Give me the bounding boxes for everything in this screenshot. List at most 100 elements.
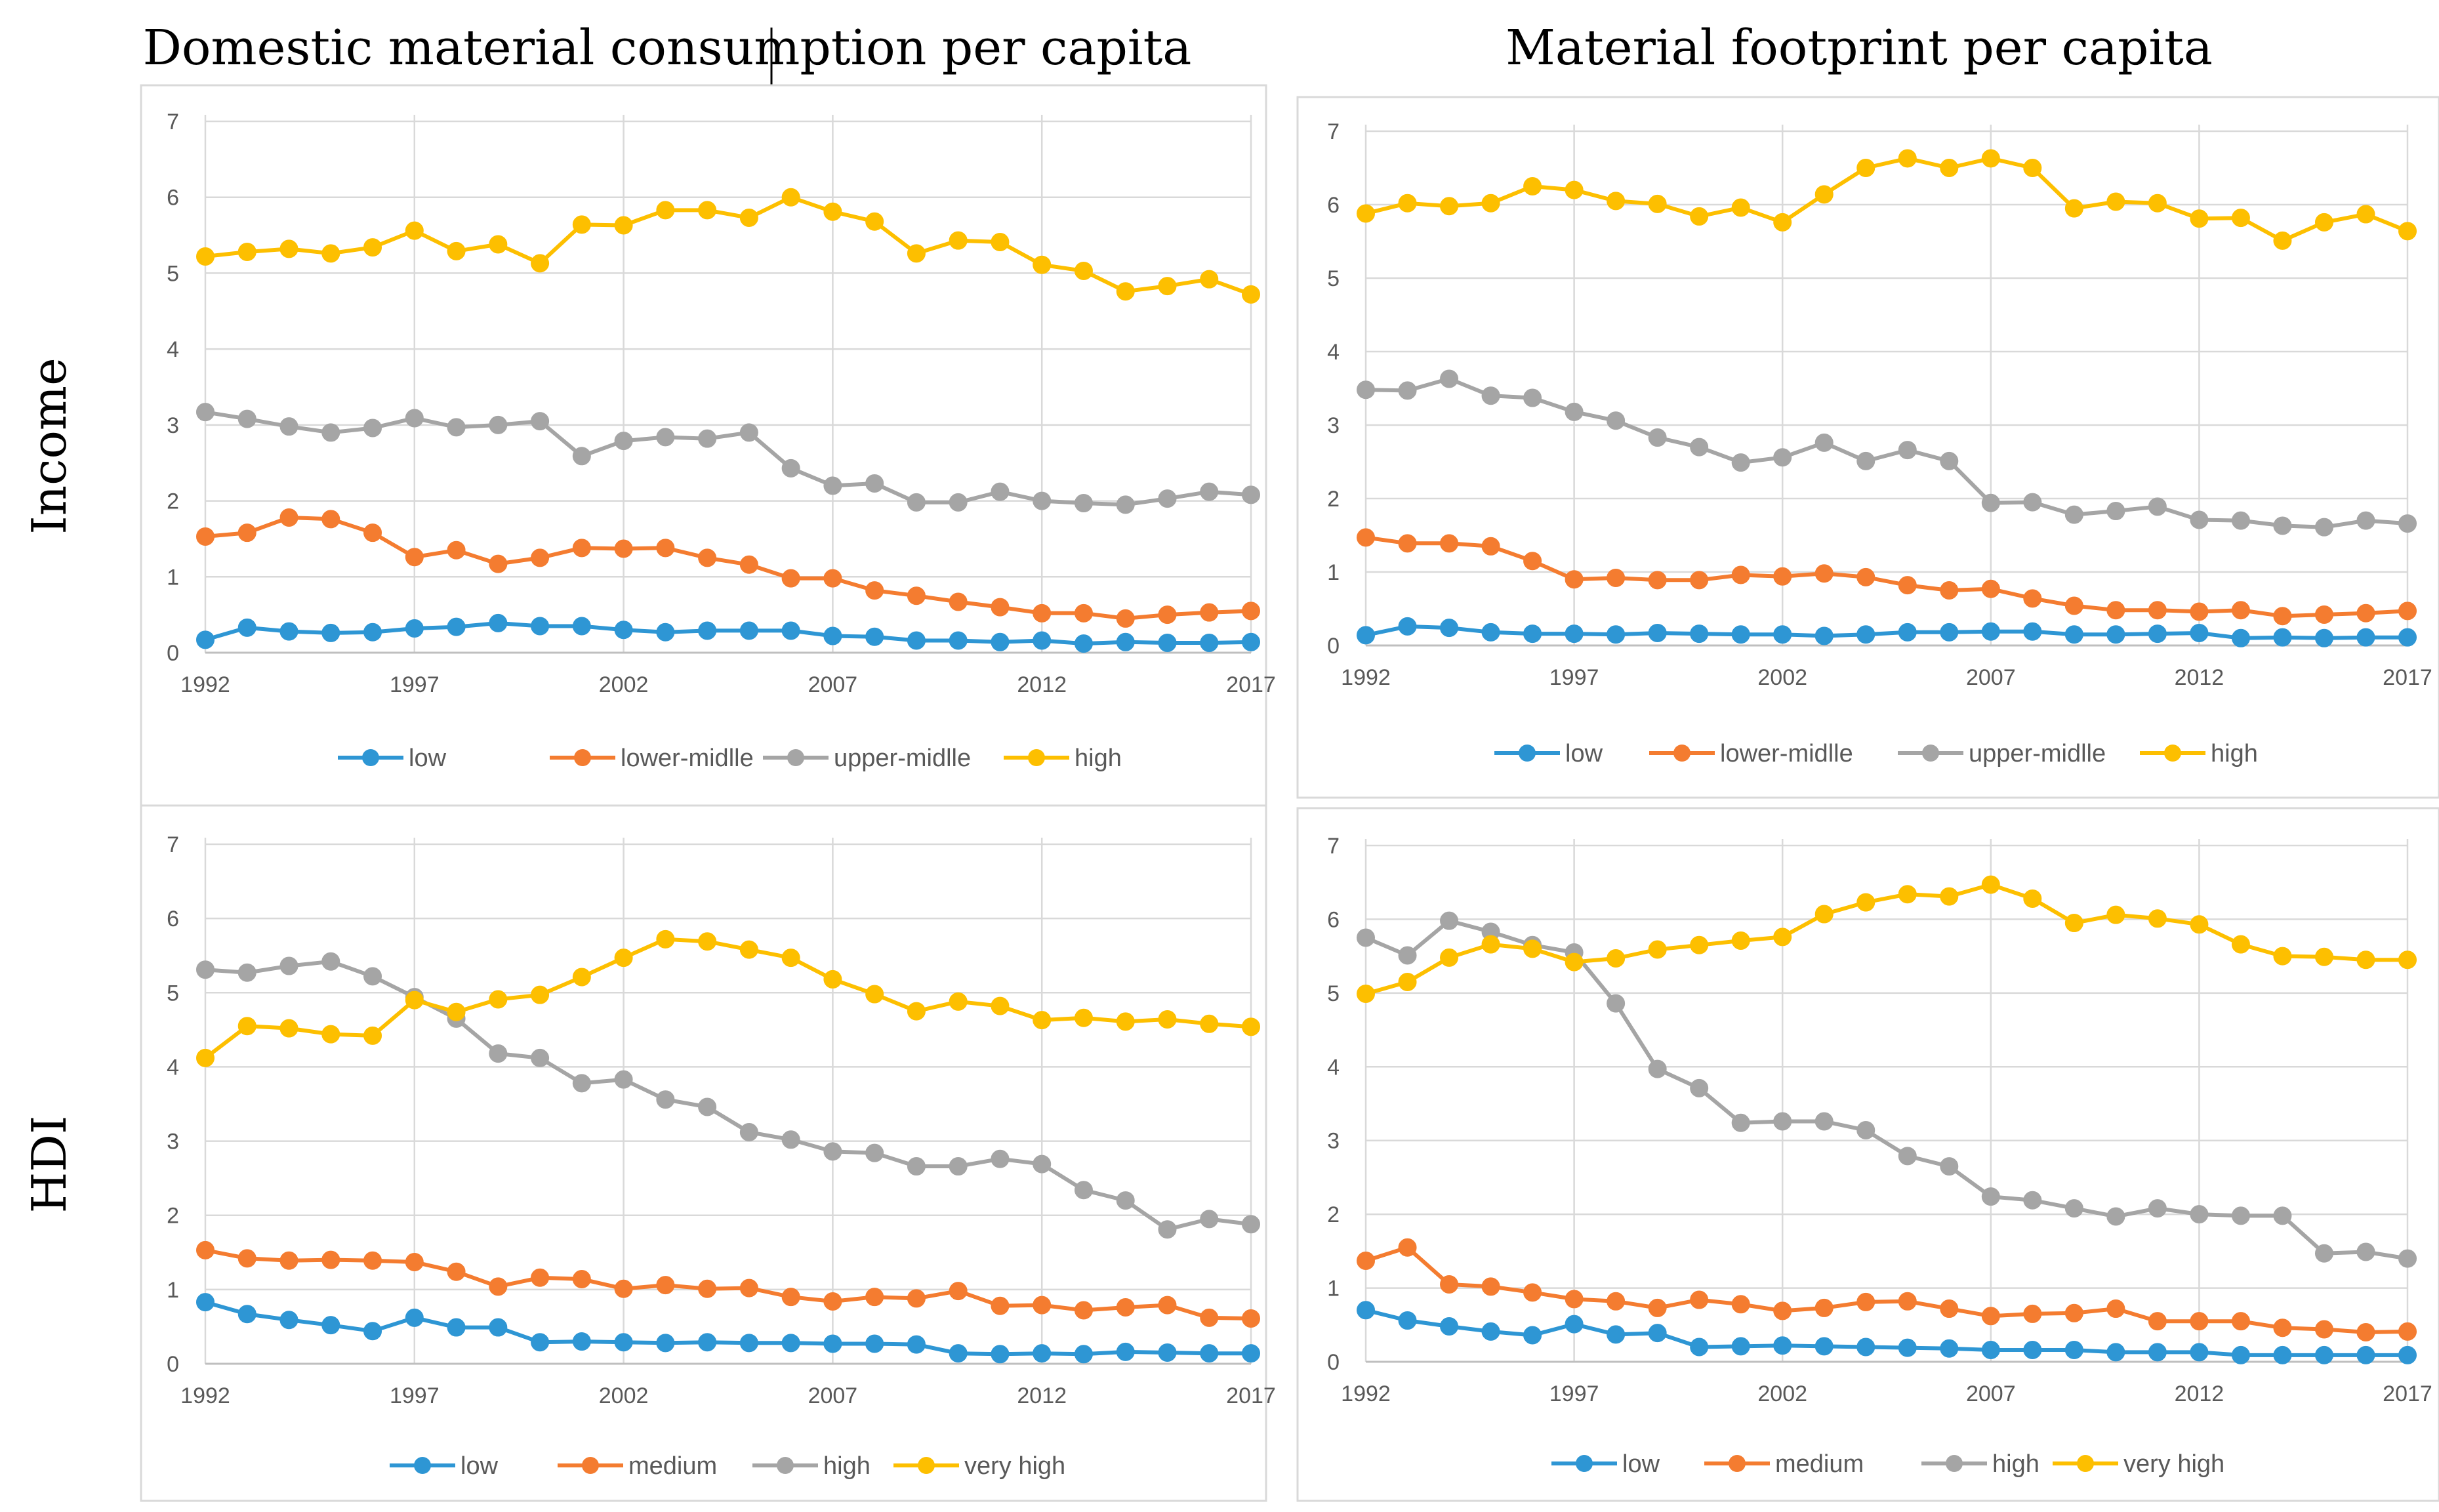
data-point-high xyxy=(781,1130,800,1149)
data-point-high xyxy=(1856,1120,1875,1139)
series-line-medium xyxy=(1365,1245,2408,1334)
data-point-upper-midlle xyxy=(2190,510,2209,529)
data-point-high xyxy=(698,1097,717,1116)
legend-marker xyxy=(777,1457,794,1474)
x-tick-label: 2017 xyxy=(1226,672,1276,697)
x-tick-label: 2002 xyxy=(1757,1381,1807,1406)
data-point-low xyxy=(823,626,842,645)
y-tick-label: 1 xyxy=(167,565,179,590)
data-point-high xyxy=(698,201,717,220)
data-point-medium xyxy=(2356,1323,2375,1342)
data-point-lower-midlle xyxy=(907,586,926,605)
series-line-low xyxy=(1365,624,2408,640)
data-point-high xyxy=(1440,197,1459,216)
data-point-upper-midlle xyxy=(489,415,508,434)
data-point-high xyxy=(2064,199,2083,218)
data-point-upper-midlle xyxy=(2398,514,2417,533)
data-point-low xyxy=(279,622,298,641)
legend-label: low xyxy=(1622,1450,1660,1478)
data-point-low xyxy=(2106,625,2125,644)
data-point-high xyxy=(2064,1199,2083,1218)
data-point-low xyxy=(321,1316,340,1335)
data-point-low xyxy=(1033,631,1052,650)
data-point-lower-midlle xyxy=(1398,534,1417,553)
data-point-low xyxy=(1648,1324,1667,1343)
data-point-high xyxy=(1357,204,1375,223)
chart-income-mf: 0 1 2 3 4 5 6 7 1992 1997 2002 2007 2012 2017 low lower… xyxy=(1327,119,2432,767)
x-tick-label: 2012 xyxy=(2175,1381,2224,1406)
data-point-low xyxy=(2356,628,2375,647)
data-point-upper-midlle xyxy=(1357,380,1375,399)
data-point-low xyxy=(1565,1315,1584,1334)
data-point-low xyxy=(2190,623,2209,642)
data-point-very-high xyxy=(1814,905,1834,924)
data-point-upper-midlle xyxy=(1856,451,1875,470)
data-point-upper-midlle xyxy=(1523,388,1542,407)
data-point-lower-midlle xyxy=(823,569,842,588)
data-point-high xyxy=(1940,1157,1959,1176)
data-point-low xyxy=(991,632,1010,651)
legend-marker xyxy=(1729,1455,1746,1472)
data-point-upper-midlle xyxy=(531,412,550,431)
data-point-medium xyxy=(572,1270,591,1289)
data-point-low xyxy=(949,1344,968,1363)
data-point-high xyxy=(1648,194,1667,213)
data-point-low xyxy=(363,1322,382,1341)
data-point-upper-midlle xyxy=(1773,448,1792,467)
data-point-high xyxy=(2148,194,2167,213)
data-point-very-high xyxy=(823,970,842,989)
data-point-medium xyxy=(1158,1296,1177,1315)
data-point-high xyxy=(739,208,758,227)
data-point-very-high xyxy=(1440,948,1459,967)
data-point-high xyxy=(2273,1206,2292,1225)
data-point-low xyxy=(447,1318,466,1337)
data-point-very-high xyxy=(196,1048,215,1067)
data-point-upper-midlle xyxy=(405,409,424,428)
data-point-low xyxy=(1940,1339,1959,1358)
data-point-low xyxy=(2064,1341,2083,1360)
data-point-very-high xyxy=(1940,887,1959,906)
data-point-high xyxy=(2231,1206,2250,1225)
data-point-lower-midlle xyxy=(1357,528,1375,547)
data-point-very-high xyxy=(2356,950,2375,970)
legend-label: upper-midlle xyxy=(1969,740,2106,767)
data-point-low xyxy=(279,1311,298,1330)
data-point-high xyxy=(1565,180,1584,199)
data-point-medium xyxy=(489,1277,508,1296)
legend-marker xyxy=(362,749,379,766)
data-point-low xyxy=(1200,1344,1219,1363)
data-point-medium xyxy=(656,1276,675,1295)
data-point-low xyxy=(1398,1311,1417,1330)
data-point-lower-midlle xyxy=(447,541,466,560)
data-point-upper-midlle xyxy=(2273,516,2292,535)
data-point-medium xyxy=(1565,1290,1584,1309)
data-point-upper-midlle xyxy=(781,459,800,478)
data-point-high xyxy=(1731,1113,1750,1132)
data-point-very-high xyxy=(1033,1011,1052,1030)
panel-frame-hdi-dmc xyxy=(140,804,1267,1502)
data-point-high xyxy=(1158,1220,1177,1239)
data-point-lower-midlle xyxy=(1158,605,1177,624)
data-point-upper-midlle xyxy=(2023,493,2042,512)
data-point-low xyxy=(1648,623,1667,642)
data-point-high xyxy=(1200,270,1219,289)
data-point-low xyxy=(2148,624,2167,644)
data-point-low xyxy=(1773,1336,1792,1355)
data-point-low xyxy=(1440,1317,1459,1336)
data-point-lower-midlle xyxy=(1033,603,1052,623)
data-point-low xyxy=(2398,1345,2417,1364)
data-point-upper-midlle xyxy=(865,474,884,493)
y-tick-label: 5 xyxy=(1327,981,1340,1006)
data-point-low xyxy=(698,1333,717,1352)
data-point-very-high xyxy=(321,1025,340,1044)
series-line-lower-midlle xyxy=(205,516,1252,621)
data-point-high xyxy=(2314,1244,2333,1263)
data-point-high xyxy=(489,235,508,254)
data-point-upper-midlle xyxy=(1607,411,1626,430)
legend-marker xyxy=(1576,1455,1593,1472)
data-point-high xyxy=(656,1090,675,1109)
data-point-low xyxy=(1856,625,1875,644)
data-point-medium xyxy=(907,1289,926,1308)
col-title-mf: Material footprint per capita xyxy=(1506,20,2213,76)
